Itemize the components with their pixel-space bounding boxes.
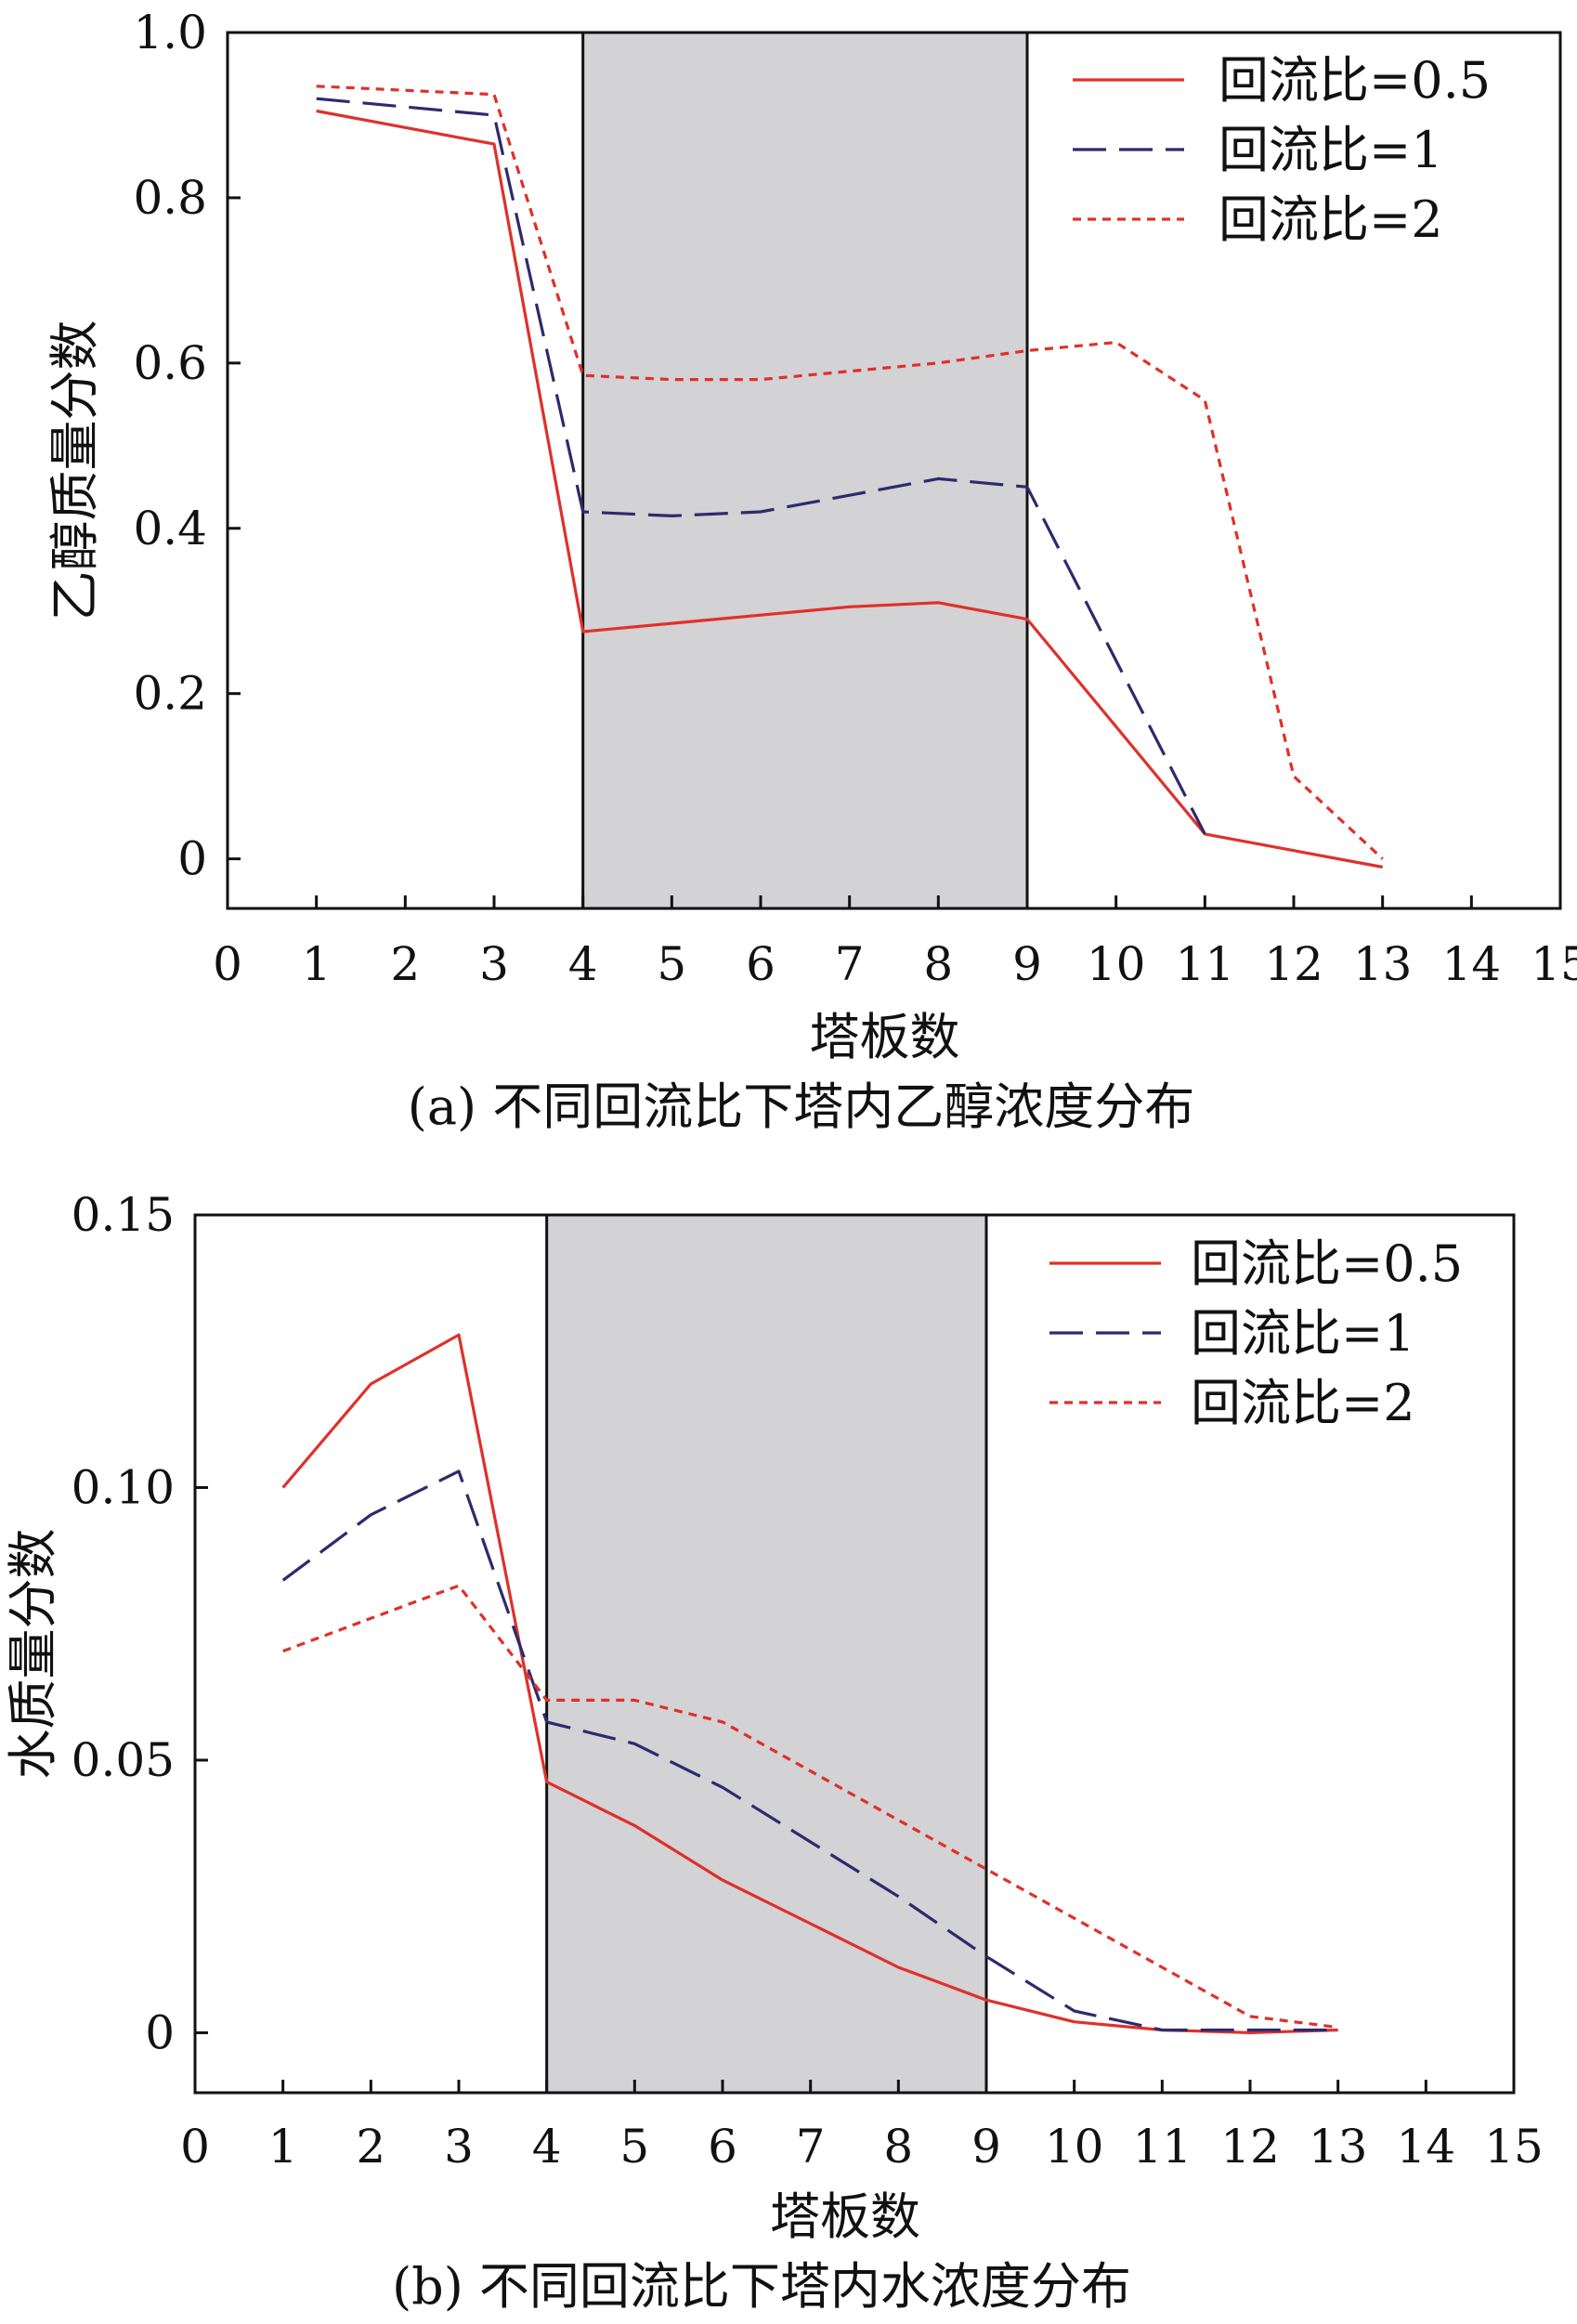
x-tick-label: 15	[1531, 937, 1577, 991]
x-tick-label: 11	[1133, 2120, 1193, 2174]
legend-label-1: 回流比=0.5	[1219, 51, 1491, 110]
series-line-3	[282, 1584, 1338, 2030]
y-tick-label: 0	[145, 2005, 175, 2059]
y-tick-label: 0	[177, 832, 207, 886]
y-tick-label: 0.8	[133, 171, 207, 225]
series-line-2	[281, 1469, 1338, 2032]
shaded-region	[545, 1213, 988, 2095]
x-tick-label: 0	[213, 937, 242, 991]
y-tick-label: 0.05	[72, 1733, 175, 1787]
y-axis-title: 乙醇质量分数	[46, 320, 104, 621]
series-line-3	[316, 85, 1384, 860]
legend-label-1: 回流比=0.5	[1191, 1234, 1463, 1293]
x-tick-label: 1	[268, 2120, 298, 2174]
y-tick-label: 0.15	[72, 1188, 175, 1242]
plot-frame	[193, 1213, 1516, 2095]
series-line-1	[316, 109, 1383, 869]
x-tick-label: 10	[1045, 2120, 1104, 2174]
x-tick-label: 4	[568, 937, 598, 991]
chart-ethanol-distribution: 0 1 2 3 4 5 6 7 8 9 10 11 12 13 14 1500.20.40.60.81.0塔板…	[46, 6, 1577, 1136]
shaded-region	[581, 31, 1029, 910]
x-tick-label: 6	[708, 2120, 737, 2174]
legend: 回流比=0.5 回流比=1 回流比=2	[1073, 51, 1491, 249]
x-tick-label: 12	[1264, 937, 1323, 991]
x-tick-label: 0	[180, 2120, 210, 2174]
x-tick-label: 5	[619, 2120, 649, 2174]
x-tick-label: 3	[479, 937, 509, 991]
plot-frame	[226, 31, 1562, 910]
x-tick-label: 9	[971, 2120, 1001, 2174]
legend-label-3: 回流比=2	[1191, 1374, 1415, 1432]
y-axis-title: 水质量分数	[4, 1529, 62, 1780]
x-tick-label: 12	[1220, 2120, 1280, 2174]
x-tick-label: 10	[1087, 937, 1146, 991]
x-tick-label: 8	[923, 937, 953, 991]
x-tick-label: 1	[302, 937, 332, 991]
legend-label-3: 回流比=2	[1219, 190, 1443, 249]
legend-label-2: 回流比=1	[1219, 121, 1443, 179]
y-tick-label: 0.4	[133, 502, 207, 555]
x-tick-label: 7	[796, 2120, 826, 2174]
x-tick-label: 14	[1397, 2120, 1456, 2174]
x-tick-label: 13	[1309, 2120, 1368, 2174]
legend-label-2: 回流比=1	[1191, 1304, 1415, 1363]
x-tick-label: 5	[657, 937, 686, 991]
x-tick-label: 15	[1484, 2120, 1544, 2174]
x-axis-title: 塔板数	[770, 2187, 920, 2246]
x-tick-label: 7	[835, 937, 865, 991]
y-tick-label: 0.6	[133, 336, 207, 390]
y-tick-label: 0.2	[133, 667, 207, 721]
x-tick-label: 14	[1442, 937, 1502, 991]
y-tick-label: 0.10	[72, 1460, 175, 1514]
x-tick-label: 8	[883, 2120, 913, 2174]
x-tick-label: 13	[1353, 937, 1413, 991]
chart-caption: (b) 不同回流比下塔内水浓度分布	[392, 2257, 1131, 2316]
chart-water-distribution: 0 1 2 3 4 5 6 7 8 9 10 11 12 13 14 1500.050.100.15塔板数水质…	[4, 1188, 1544, 2316]
x-tick-label: 3	[444, 2120, 474, 2174]
legend: 回流比=0.5 回流比=1 回流比=2	[1049, 1234, 1463, 1432]
x-tick-label: 4	[532, 2120, 562, 2174]
x-tick-label: 9	[1012, 937, 1042, 991]
x-tick-label: 2	[390, 937, 420, 991]
x-axis-title: 塔板数	[810, 1008, 960, 1066]
y-tick-label: 1.0	[133, 6, 207, 59]
series-line-2	[316, 97, 1206, 835]
x-tick-label: 11	[1176, 937, 1235, 991]
chart-caption: (a) 不同回流比下塔内乙醇浓度分布	[408, 1077, 1195, 1136]
x-tick-label: 6	[746, 937, 775, 991]
x-tick-label: 2	[356, 2120, 385, 2174]
